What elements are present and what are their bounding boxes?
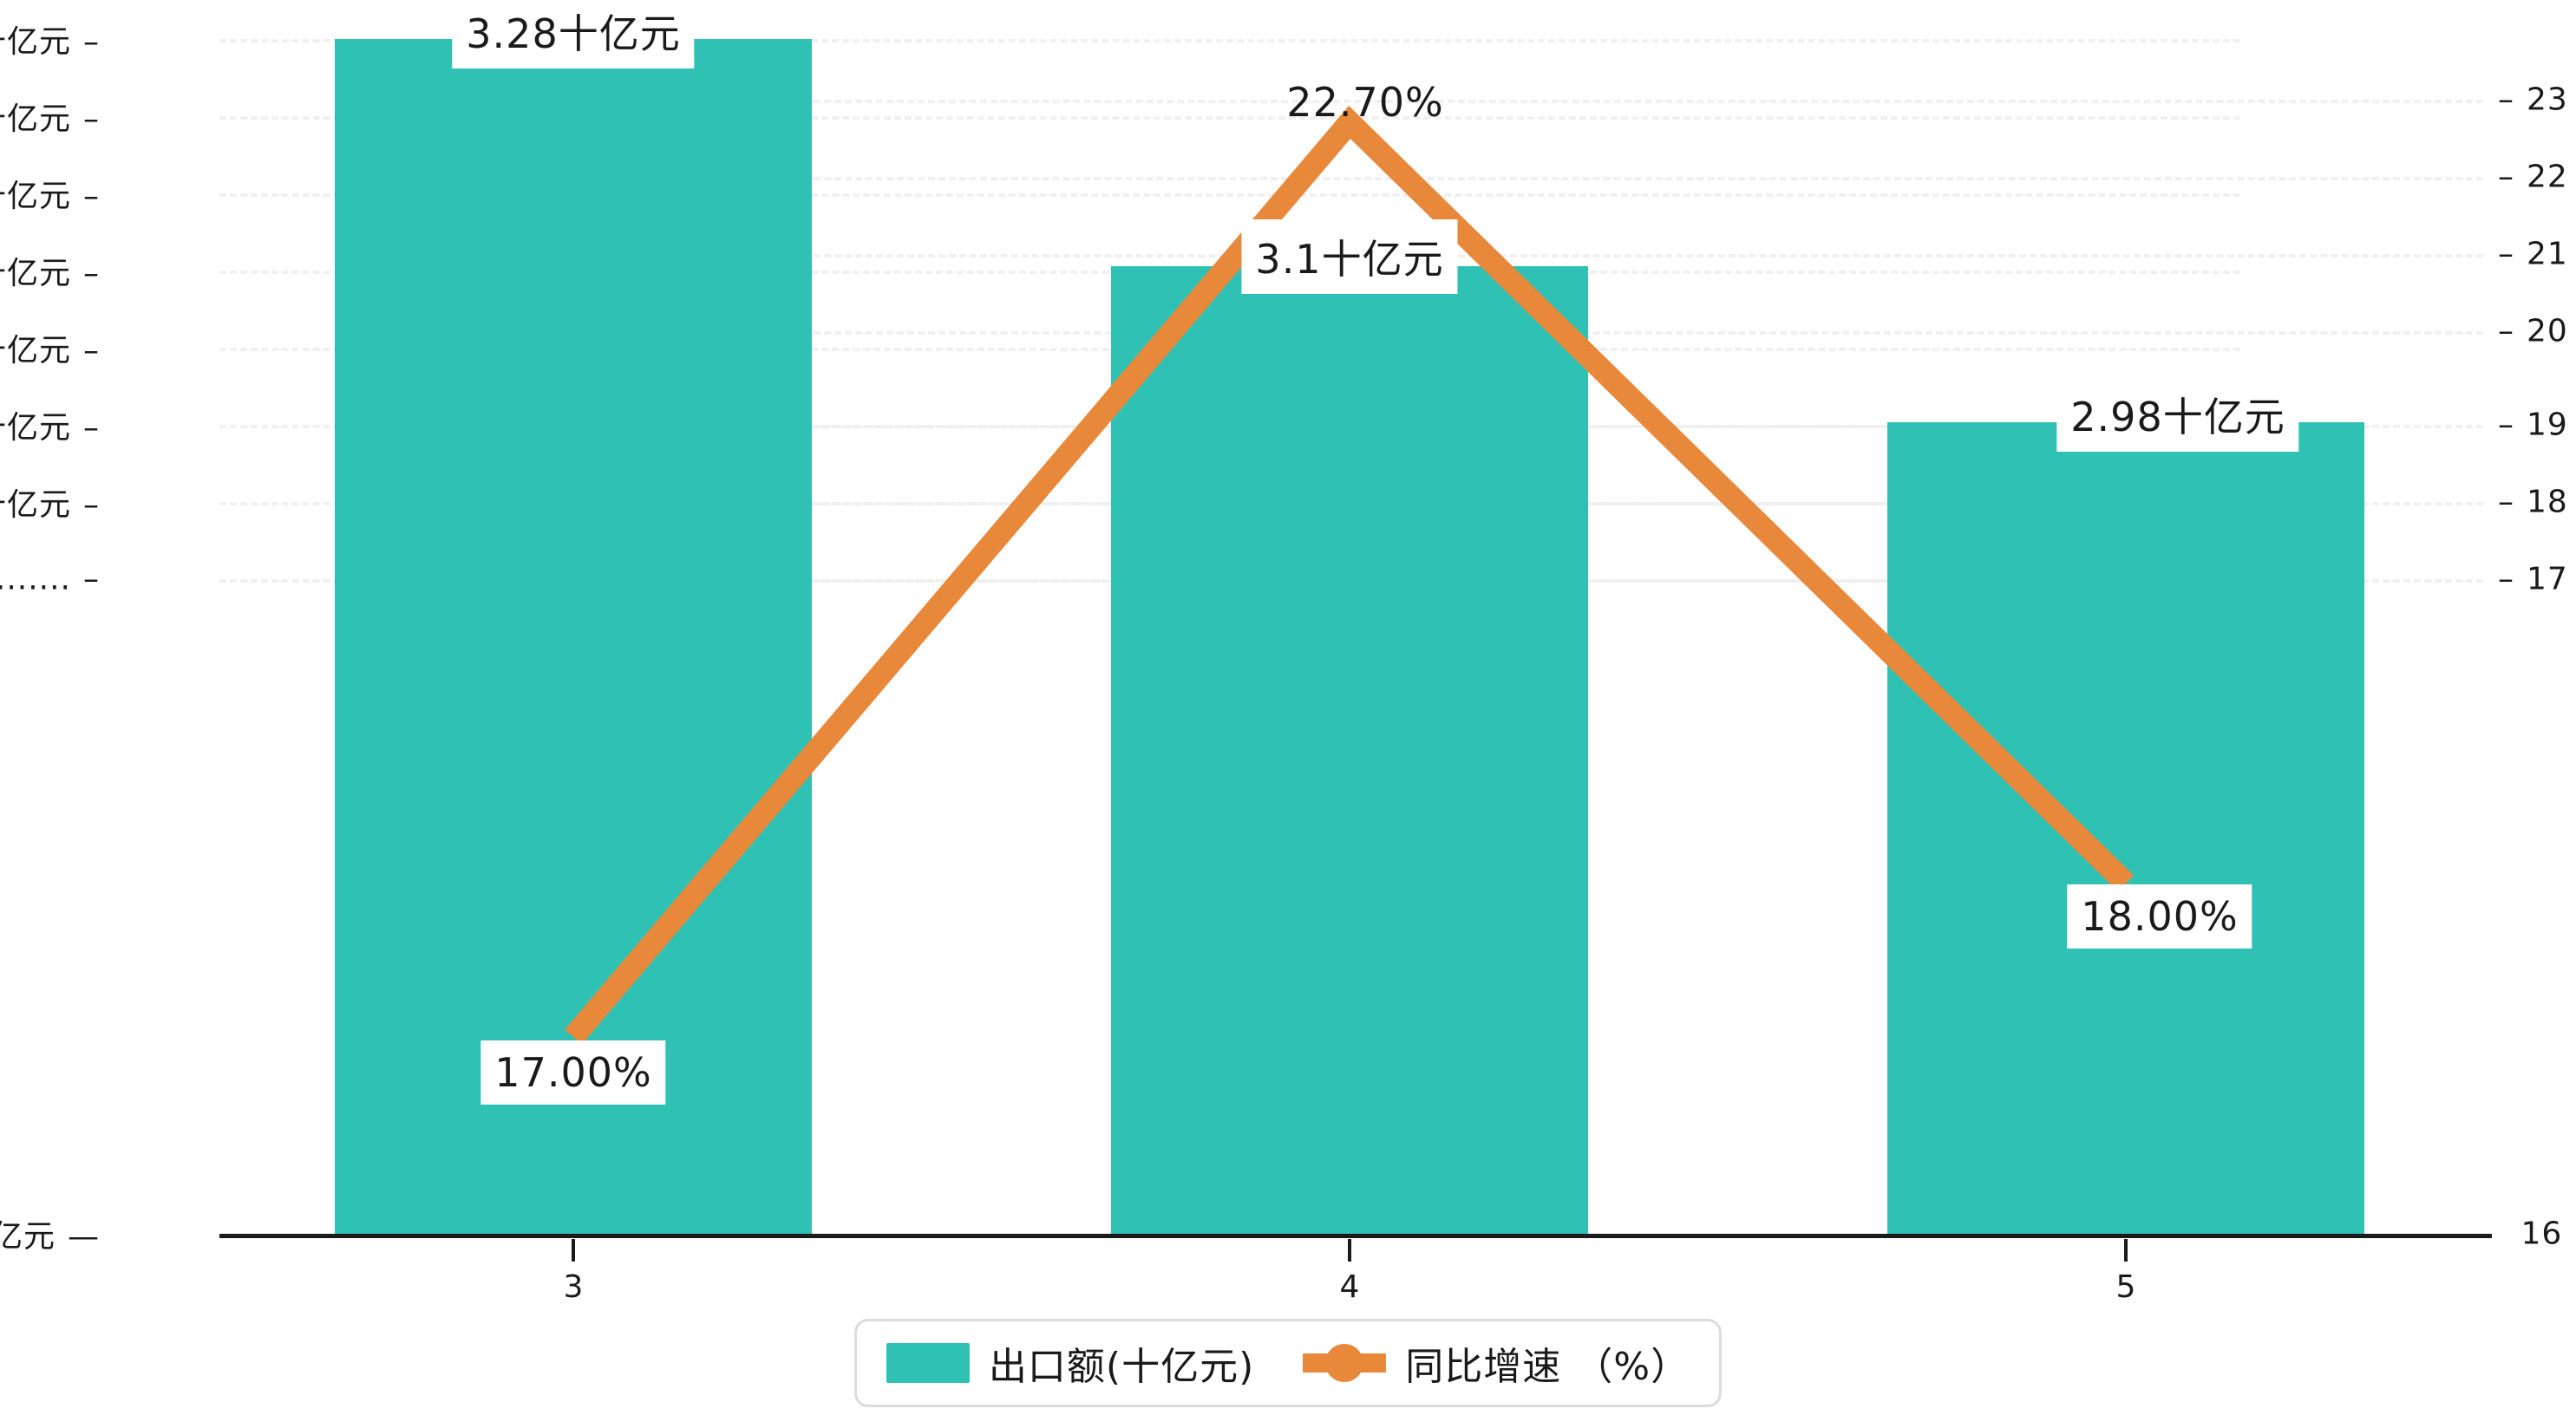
line-value-label-3: 17.00%	[481, 1040, 666, 1105]
bar-4[interactable]	[1111, 266, 1588, 1234]
chart-legend: 出口额(十亿元) 同比增速 （%）	[853, 1319, 1723, 1407]
legend-label-line: 同比增速 （%）	[1405, 1345, 1690, 1389]
gridline-right-1	[367, 100, 2483, 103]
x-axis-line	[219, 1234, 2492, 1238]
y-tick-right-2: –21	[2498, 236, 2568, 272]
y-tick-right-0: –23	[2498, 82, 2568, 118]
bar-value-label-5: 2.98十亿元	[2056, 377, 2299, 452]
y-tick-left-8: 0十亿元—	[0, 1219, 100, 1255]
legend-label-bar: 出口额(十亿元)	[988, 1345, 1255, 1389]
y-tick-left-4: 3.04十亿元–	[0, 333, 100, 368]
y-tick-right-3: –20	[2498, 313, 2568, 349]
y-tick-left-3: 3.1十亿元–	[0, 256, 100, 291]
y-tick-left-0: 3.28十亿元–	[0, 24, 100, 60]
y-tick-right-1: –22	[2498, 159, 2568, 195]
legend-square-icon	[886, 1343, 970, 1383]
legend-line-marker-icon	[1303, 1343, 1387, 1383]
y-tick-right-4: –19	[2498, 407, 2568, 443]
y-tick-left-7: .........–	[0, 561, 100, 597]
x-tick-mark-5	[2124, 1239, 2128, 1262]
y-tick-left-6: 2.92十亿元–	[0, 487, 100, 523]
line-value-label-4: 22.70%	[1286, 79, 1444, 126]
bar-5[interactable]	[1887, 422, 2364, 1234]
x-tick-mark-3	[572, 1239, 575, 1262]
gridline-left-1	[219, 39, 2240, 42]
line-value-label-5: 18.00%	[2067, 884, 2252, 949]
y-tick-left-1: 3.22十亿元–	[0, 101, 100, 137]
legend-item-bar[interactable]: 出口额(十亿元)	[886, 1335, 1254, 1391]
y-tick-left-2: 3.16十亿元–	[0, 179, 100, 214]
y-tick-right-6: –17	[2498, 561, 2568, 597]
x-tick-mark-4	[1348, 1239, 1351, 1262]
y-tick-right-7: 16	[2520, 1216, 2563, 1252]
bar-value-label-4: 3.1十亿元	[1241, 219, 1458, 294]
bar-value-label-3: 3.28十亿元	[452, 0, 695, 68]
y-tick-right-5: –18	[2498, 484, 2568, 520]
y-tick-left-5: 2.98十亿元–	[0, 410, 100, 446]
x-tick-label-3: 3	[563, 1269, 584, 1305]
x-tick-label-5: 5	[2115, 1269, 2136, 1305]
x-tick-label-4: 4	[1339, 1269, 1360, 1305]
legend-item-line[interactable]: 同比增速 （%）	[1303, 1335, 1690, 1391]
